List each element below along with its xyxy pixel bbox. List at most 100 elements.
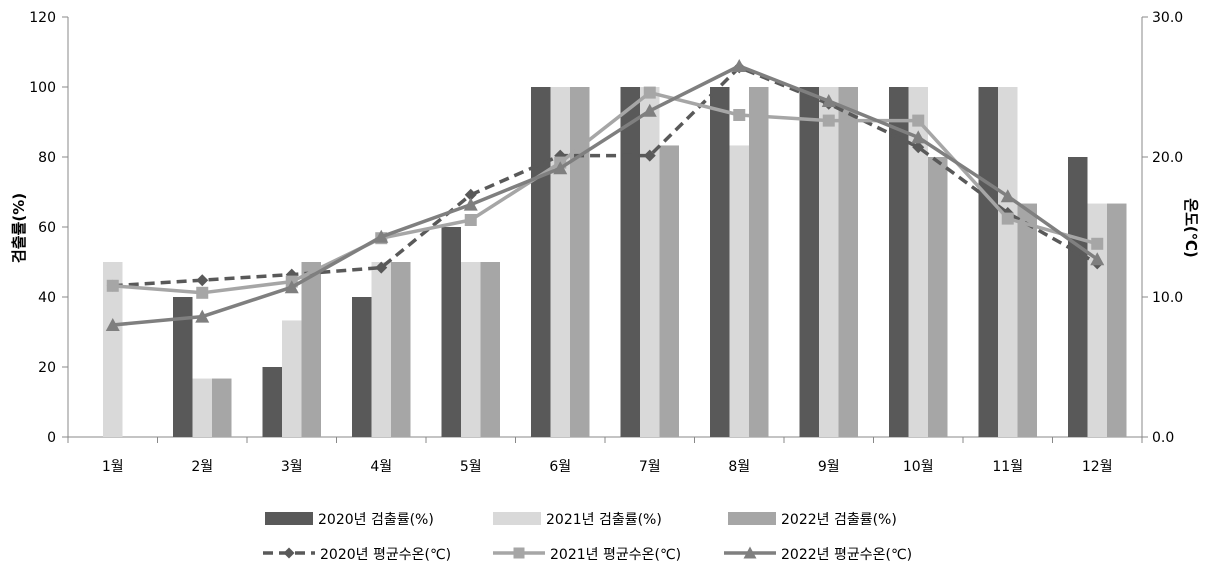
bars [103,87,1127,437]
line-point [912,114,925,127]
x-tick-label: 1월 [102,459,124,475]
bar [461,262,481,437]
bar [103,262,123,437]
bar [819,87,839,437]
line-point [196,286,209,299]
y-axis-left-title: 검출률(%) [10,193,28,263]
line-point [733,109,746,121]
bar [978,87,998,437]
bar [352,297,372,437]
bar [838,87,858,437]
line-point [463,197,478,211]
bar [928,157,948,437]
y-right-tick-label: 0.0 [1152,430,1174,446]
x-tick-label: 7월 [639,459,661,475]
lines [105,59,1105,331]
line-point [513,547,525,559]
y-left-tick-label: 100 [29,80,56,96]
bar [908,87,928,437]
legend-label: 2021년 평균수온(℃) [550,547,681,563]
bar [570,87,590,437]
y-left-tick-label: 120 [29,10,56,26]
line-point [912,141,925,154]
series-line [112,64,1099,327]
x-tick-label: 6월 [549,459,571,475]
bar [480,262,500,437]
bar [391,262,411,437]
line-point [643,86,656,99]
line-point [643,149,656,162]
x-tick-label: 9월 [818,459,840,475]
bar [212,378,232,437]
line-point [284,280,299,294]
legend-swatch [728,512,776,525]
bar [1017,203,1037,437]
series-line [112,65,1099,288]
y-left-tick-label: 60 [38,220,56,236]
bar [729,145,749,437]
line-point [642,103,657,117]
bar [173,297,193,437]
axes [62,16,1148,443]
y-left-tick-label: 0 [47,430,56,446]
bar [799,87,819,437]
legend-label: 2022년 평균수온(℃) [781,547,912,563]
x-tick-label: 3월 [281,459,303,475]
y-left-tick-label: 80 [38,150,56,166]
legend-label: 2020년 검출률(%) [318,512,434,528]
bar [550,87,570,437]
x-tick-label: 2월 [191,459,213,475]
line-point [464,188,477,201]
line-point [1091,237,1104,250]
line-point [195,309,210,323]
x-tick-label: 10월 [903,459,934,475]
legend-label: 2020년 평균수온(℃) [320,547,451,563]
x-tick-label: 5월 [460,459,482,475]
x-tick-label: 4월 [370,459,392,475]
bar [710,87,730,437]
x-tick-label: 8월 [728,459,750,475]
line-point [553,161,568,175]
line-point [732,59,747,72]
legend-label: 2022년 검출률(%) [781,512,897,528]
line-point [743,546,757,559]
legend: 2020년 검출률(%) 2021년 검출률(%) 2022년 검출률(%) 2020… [263,512,912,563]
line-point [1000,189,1015,203]
line-point [822,114,835,127]
line-point [821,94,836,107]
line-point [106,279,119,292]
line-point [375,261,388,274]
bar [749,87,769,437]
y-left-tick-label: 20 [38,360,56,376]
y-right-tick-label: 20.0 [1152,150,1183,166]
bar [371,262,391,437]
y-right-tick-label: 10.0 [1152,290,1183,306]
legend-label: 2021년 검출률(%) [546,512,662,528]
bar [1107,203,1127,437]
bar [640,87,660,437]
y-right-tick-label: 30.0 [1152,10,1183,26]
bar [889,87,909,437]
y-left-tick-label: 40 [38,290,56,306]
bar [1068,157,1088,437]
line-point [105,318,120,331]
bar [659,145,679,437]
bar [531,87,551,437]
line-point [1001,212,1014,225]
x-tick-label: 12월 [1082,459,1113,475]
y-axis-right-title: 온도(℃) [1182,198,1200,257]
bar [998,87,1018,437]
bar [301,262,321,437]
legend-swatch [493,512,541,525]
line-point [374,229,389,243]
bar [441,227,461,437]
legend-swatch [265,512,313,525]
line-point [283,547,295,559]
series-line [112,90,1098,295]
line-point [464,214,477,226]
tick-labels: 0 20 40 60 80 100 120 0.0 10.0 20.0 30.0 1월 2월 3월 4월 5월… [29,10,1183,475]
line-point [911,130,926,144]
bar [262,367,282,437]
bar [192,378,212,437]
